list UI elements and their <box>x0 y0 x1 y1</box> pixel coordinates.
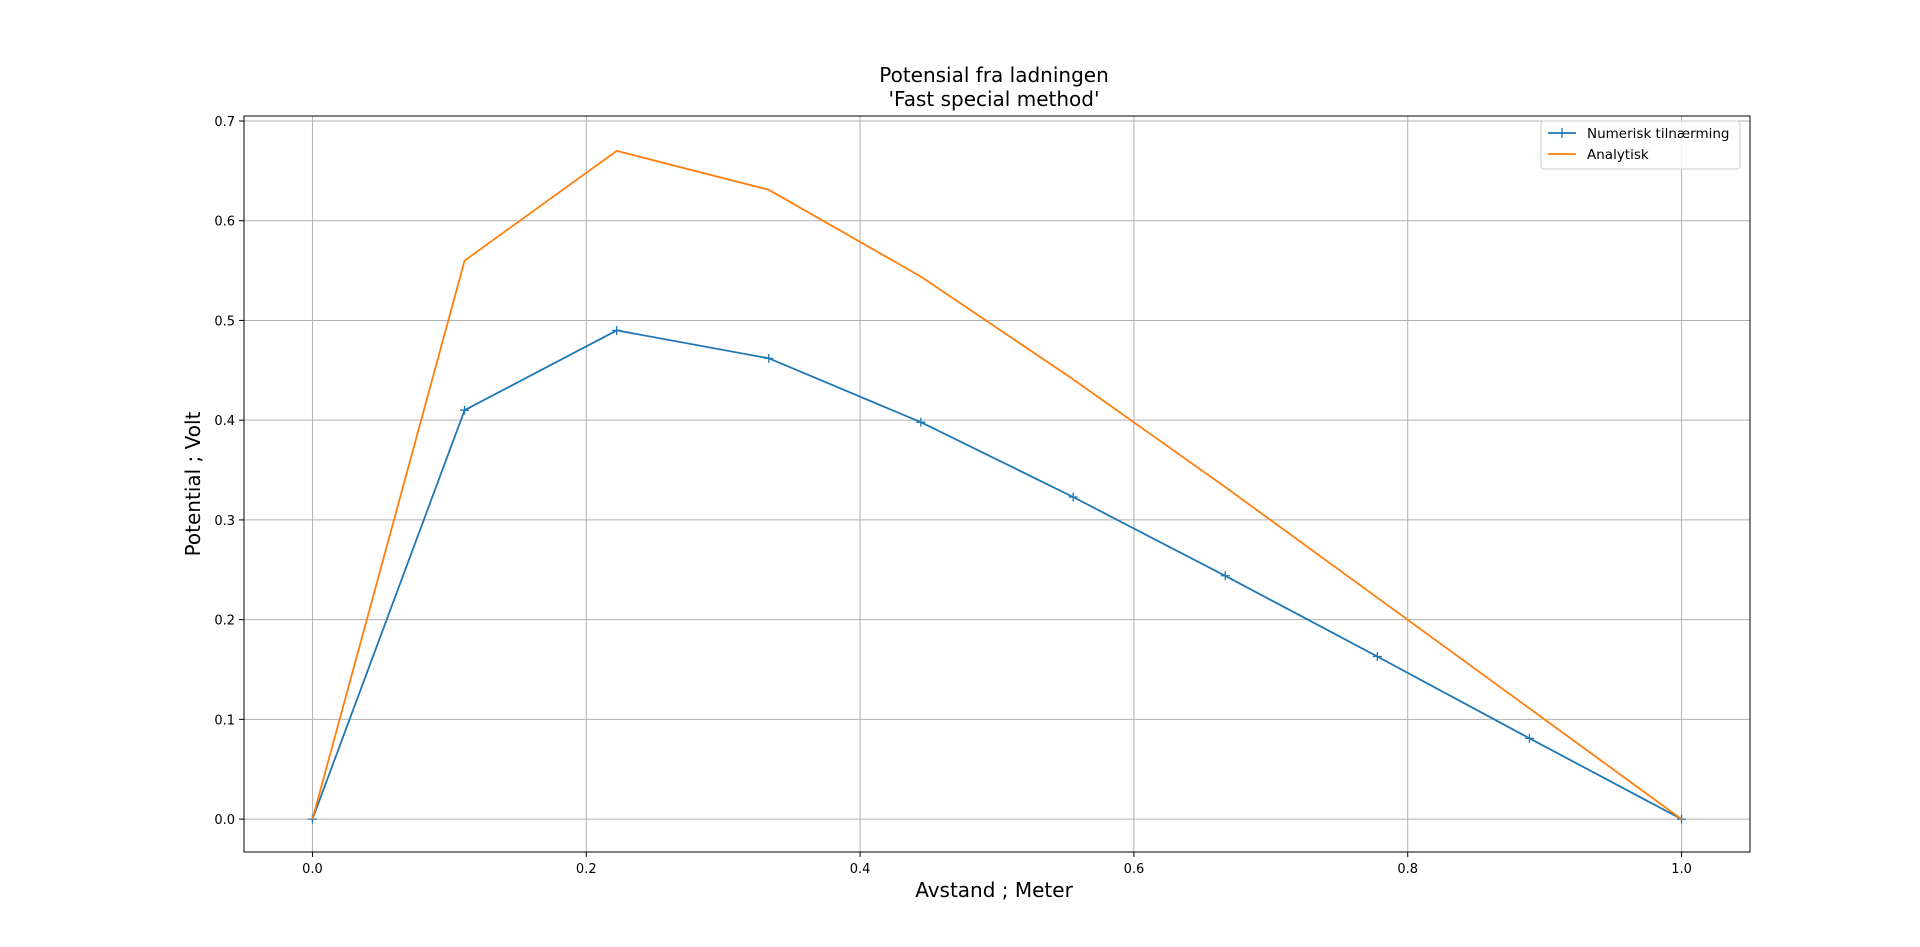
legend-label-numerisk: Numerisk tilnærming <box>1587 126 1730 142</box>
series-line-numerisk <box>311 329 1682 820</box>
legend-box <box>1540 120 1741 170</box>
y-axis-ticks: 0.0 0.1 0.2 0.3 0.4 0.5 0.6 0.7 <box>214 115 244 828</box>
plot-series <box>307 149 1687 824</box>
data-point-numerisk <box>1068 492 1078 502</box>
y-tick-label: 0.1 <box>214 713 235 728</box>
data-point-numerisk <box>1524 733 1534 743</box>
data-point-numerisk <box>1372 652 1382 662</box>
legend-label-analytisk: Analytisk <box>1587 147 1649 163</box>
x-tick-label: 1.0 <box>1671 862 1692 877</box>
legend: Numerisk tilnærming Analytisk <box>1540 120 1741 170</box>
y-tick-label: 0.7 <box>214 115 235 130</box>
legend-marker-numerisk <box>1557 128 1567 138</box>
y-tick-label: 0.6 <box>214 215 235 230</box>
grid <box>244 116 1750 852</box>
data-point-numerisk <box>764 353 774 363</box>
x-tick-label: 0.0 <box>302 862 323 877</box>
y-tick-label: 0.5 <box>214 314 235 329</box>
plot-area-frame <box>243 115 1751 853</box>
data-point-numerisk <box>1677 814 1687 824</box>
data-point-numerisk <box>460 405 470 415</box>
y-tick-label: 0.4 <box>214 414 235 429</box>
data-point-numerisk <box>1220 571 1230 581</box>
data-point-numerisk <box>612 325 622 335</box>
x-tick-label: 0.4 <box>850 862 871 877</box>
x-axis-label: Avstand ; Meter <box>915 878 1073 902</box>
chart-subtitle: 'Fast special method' <box>889 87 1100 111</box>
x-tick-label: 0.6 <box>1124 862 1145 877</box>
y-axis-label: Potential ; Volt <box>181 411 205 556</box>
series-line-analytisk <box>311 149 1683 820</box>
x-tick-label: 0.8 <box>1397 862 1418 877</box>
y-tick-label: 0.0 <box>214 813 235 828</box>
y-tick-label: 0.3 <box>214 514 235 529</box>
chart-title: Potensial fra ladningen <box>879 63 1109 87</box>
x-axis-ticks: 0.0 0.2 0.4 0.6 0.8 1.0 <box>302 852 1692 877</box>
y-tick-label: 0.2 <box>214 614 235 629</box>
x-tick-label: 0.2 <box>576 862 597 877</box>
data-point-numerisk <box>916 417 926 427</box>
